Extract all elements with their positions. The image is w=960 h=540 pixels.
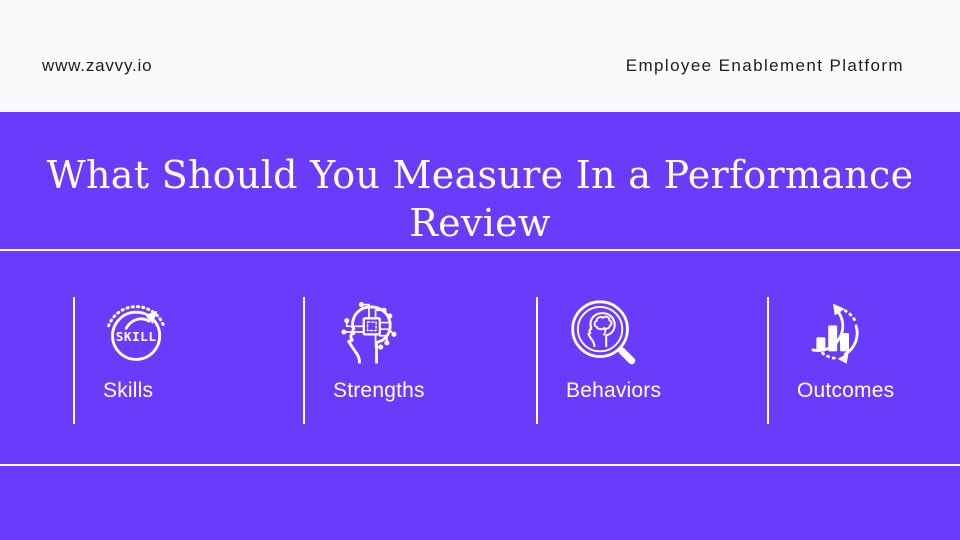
magnifier-head-icon: [571, 300, 636, 365]
divider-top: [0, 249, 960, 251]
header-bar: www.zavvy.io Employee Enablement Platfor…: [0, 0, 960, 112]
divider-bottom: [0, 464, 960, 466]
website-link[interactable]: www.zavvy.io: [42, 56, 153, 75]
page-title: What Should You Measure In a Performance…: [46, 153, 914, 245]
bar-chart-cycle-icon: [811, 303, 859, 364]
platform-tagline: Employee Enablement Platform: [625, 56, 904, 75]
skill-gauge-icon: SKILL: [107, 305, 166, 361]
hero-section: What Should You Measure In a Performance…: [0, 112, 960, 540]
measure-label-strengths: Strengths: [333, 379, 425, 402]
skill-badge-text: SKILL: [116, 330, 157, 345]
head-chip-icon: [341, 302, 397, 364]
measure-column-behaviors: Behaviors: [536, 297, 764, 424]
measure-label-behaviors: Behaviors: [566, 379, 662, 402]
measure-column-skills: SKILL Skills: [73, 297, 301, 424]
measure-label-skills: Skills: [103, 379, 154, 402]
measure-label-outcomes: Outcomes: [797, 379, 895, 402]
measure-column-outcomes: Outcomes: [767, 297, 960, 424]
measure-column-strengths: Strengths: [303, 297, 531, 424]
